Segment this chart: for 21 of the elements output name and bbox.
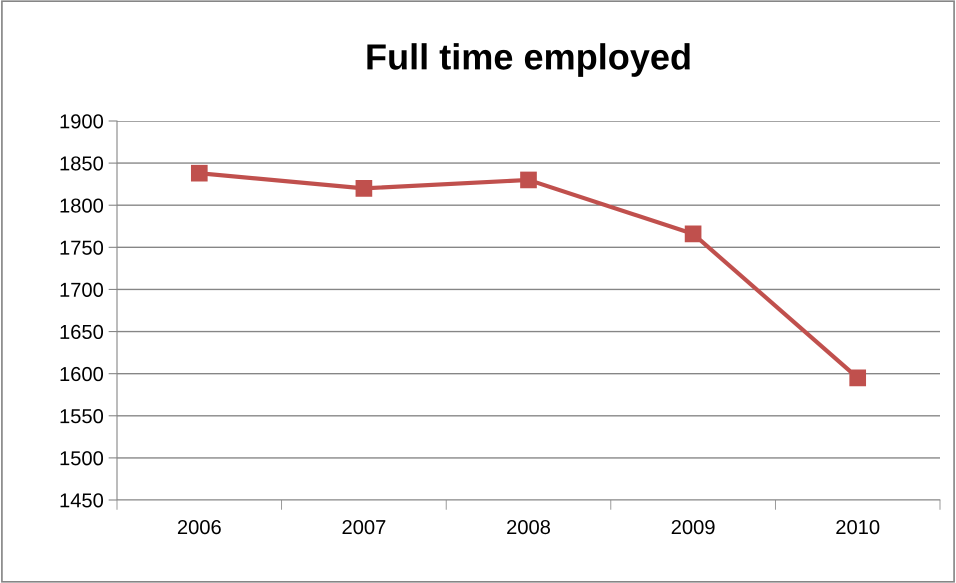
point	[356, 180, 372, 197]
x-tick-label: 2006	[178, 520, 221, 534]
y-tick-label: 1750	[60, 240, 104, 255]
point	[849, 370, 866, 386]
y-tick-label: 1550	[60, 409, 104, 424]
y-tick-label: 1650	[60, 324, 104, 340]
x-tick-label: 2008	[507, 520, 550, 534]
x-tick-label: 2010	[836, 520, 880, 534]
y-tick-label: 1500	[60, 451, 104, 466]
x-tick-label: 2007	[342, 520, 386, 534]
point	[684, 226, 702, 242]
point	[520, 172, 537, 188]
y-tick-label: 1900	[60, 114, 104, 128]
y-tick-label: 1450	[60, 493, 104, 508]
chart-title: Full time employed	[367, 43, 690, 77]
y-tick-label: 1700	[60, 282, 104, 297]
x-tick-label: 2009	[672, 520, 715, 534]
point	[190, 164, 208, 182]
y-tick-label: 1600	[60, 366, 104, 382]
y-tick-label: 1850	[60, 156, 104, 171]
y-tick-label: 1800	[60, 198, 104, 213]
